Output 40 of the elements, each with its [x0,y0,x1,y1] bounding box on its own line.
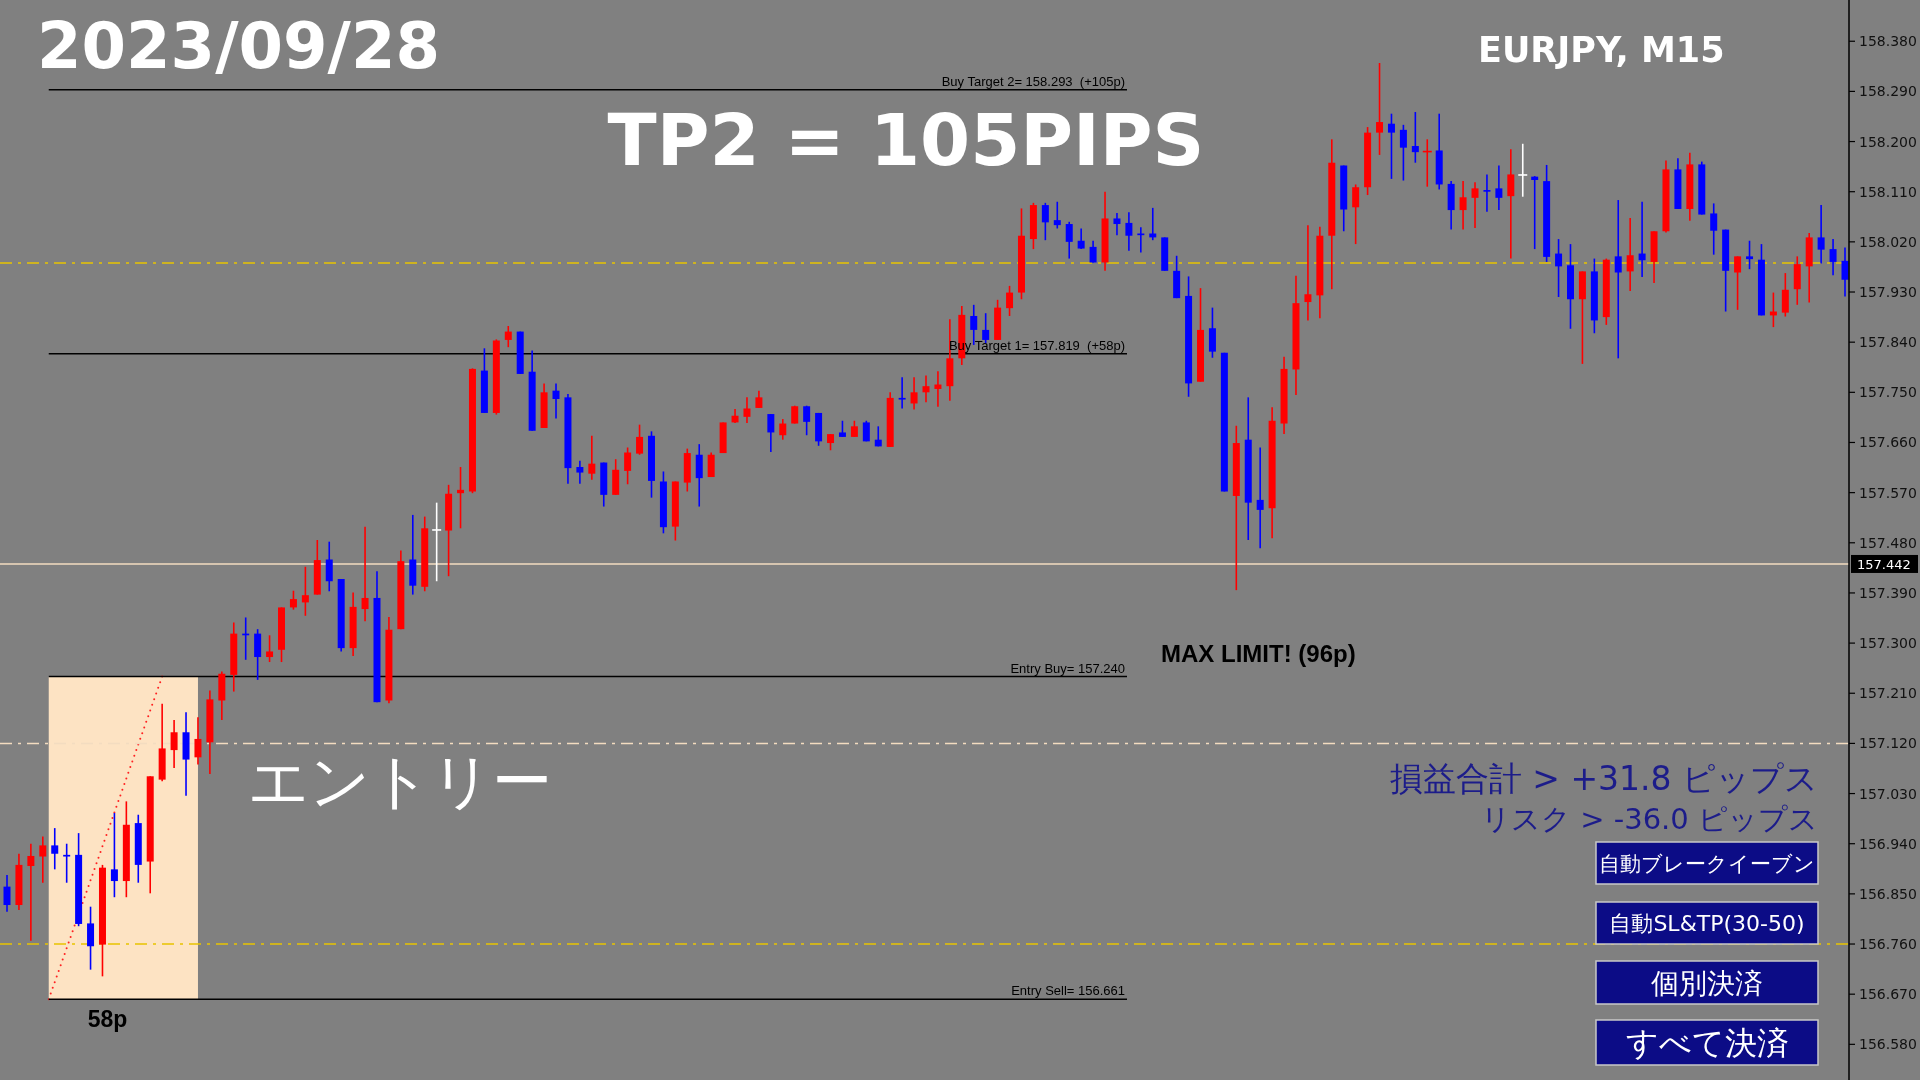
y-tick-label: 157.300 [1859,635,1917,652]
annotation: 損益合計 > +31.8 ピップス [1389,759,1818,798]
y-tick-label: 158.200 [1859,133,1917,150]
y-tick-label: 157.570 [1859,484,1917,501]
y-tick-label: 158.110 [1859,183,1917,200]
annotation: 自動SL&TP(30-50) [1609,910,1805,936]
y-tick-label: 158.020 [1859,233,1917,250]
annotation: TP2 = 105PIPS [607,98,1205,182]
y-tick-label: 157.120 [1859,735,1917,752]
annotation: 自動ブレークイーブン [1599,851,1815,876]
y-tick-label: 156.940 [1859,835,1917,852]
y-tick-label: 156.850 [1859,885,1917,902]
y-tick-label: 157.750 [1859,384,1917,401]
y-tick-label: 157.030 [1859,785,1917,802]
annotation: 個別決済 [1651,966,1763,1000]
y-tick-label: 157.210 [1859,685,1917,702]
y-tick-label: 157.390 [1859,584,1917,601]
chart-title: 2023/09/28 [37,9,440,83]
y-tick-label: 158.290 [1859,83,1917,100]
annotation: MAX LIMIT! (96p) [1161,640,1356,667]
y-tick-label: 156.760 [1859,936,1917,953]
annotation: リスク > -36.0 ピップス [1481,802,1818,836]
y-tick-label: 156.580 [1859,1036,1917,1053]
ref-line-label: Buy Target 2= 158.293 (+105p) [941,73,1125,89]
ref-line-label: Entry Sell= 156.661 [1011,983,1125,999]
annotation: すべて決済 [1625,1024,1789,1063]
button: すべて決済 [1595,1019,1819,1066]
text: EURJPY, M15 [1478,30,1725,70]
y-tick-label: 157.660 [1859,434,1917,451]
y-tick-label: 156.670 [1859,986,1917,1003]
button: 個別決済 [1595,960,1819,1005]
y-tick-label: 157.930 [1859,284,1917,301]
button: 自動SL&TP(30-50) [1595,901,1819,945]
y-tick-label: 157.840 [1859,334,1917,351]
band-label: 58p [87,1006,128,1033]
annotation: エントリー [248,746,552,816]
y-tick-label: 158.380 [1859,33,1917,50]
ref-line-label: Entry Buy= 157.240 [1010,660,1125,676]
y-tick-label: 157.480 [1859,534,1917,551]
button: 自動ブレークイーブン [1595,841,1819,885]
